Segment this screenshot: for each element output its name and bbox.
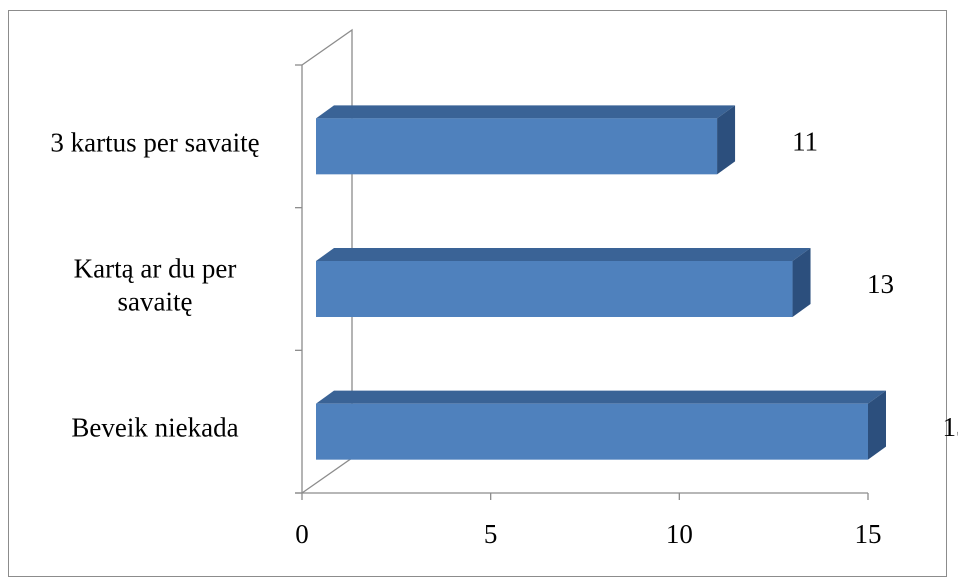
x-tick-label: 5 <box>484 519 498 549</box>
bar-top <box>316 248 811 261</box>
bar <box>316 403 868 460</box>
bar-top <box>316 105 736 119</box>
bar-side <box>717 105 736 175</box>
category-label-line: Beveik niekada <box>71 413 238 443</box>
bars <box>316 105 886 460</box>
category-label-line: Kartą ar du per <box>74 254 237 284</box>
axes <box>295 28 869 500</box>
category-label: 3 kartus per savaitę <box>50 128 259 158</box>
data-label: 15 <box>943 412 958 442</box>
x-tick-label: 10 <box>666 519 693 549</box>
bar-side <box>868 390 886 460</box>
bar <box>316 118 718 175</box>
bar-top <box>316 390 886 404</box>
data-label: 11 <box>792 127 818 157</box>
back-wall <box>301 28 353 494</box>
x-tick-label: 0 <box>295 519 309 549</box>
category-label-line: 3 kartus per savaitę <box>50 128 259 158</box>
bar-side <box>792 248 811 317</box>
data-label: 13 <box>867 269 894 299</box>
category-label: Kartą ar du per savaitę <box>74 254 237 317</box>
category-label-line: savaitę <box>118 287 193 317</box>
bar <box>316 261 793 317</box>
x-tick-label: 15 <box>855 519 882 549</box>
labels: 0 5 10 15 11 3 kartus per savaitę 13 Kartą ar d… <box>50 127 958 549</box>
category-label: Beveik niekada <box>71 413 238 443</box>
